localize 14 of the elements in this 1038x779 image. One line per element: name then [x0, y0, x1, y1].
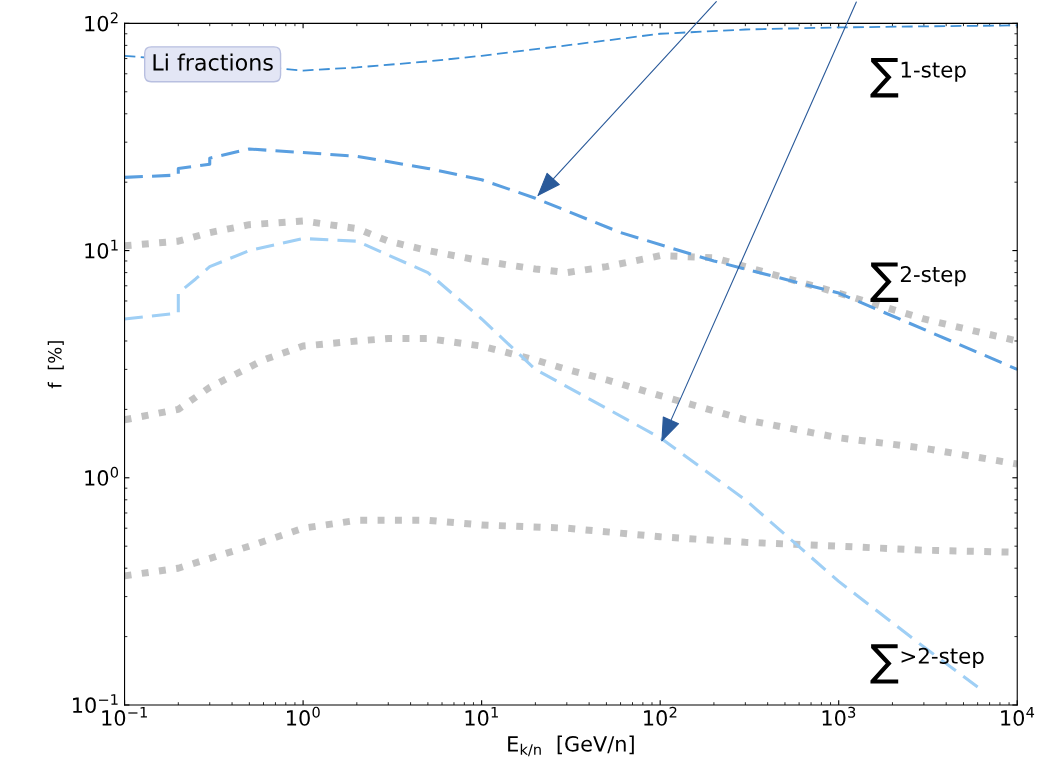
x-tick-label: 10$^{4}$ [1001, 706, 1035, 726]
annotation: ∑$^{>2-step}$ [870, 644, 984, 684]
y-tick-label: 10$^{0}$ [85, 466, 119, 486]
x-tick-label: 10$^{3}$ [822, 706, 856, 726]
y-tick-label: 10$^{2}$ [85, 12, 118, 32]
x-tick-label: 10$^{2}$ [644, 706, 677, 726]
annotation: ∑$^{2-step}$ [870, 262, 966, 302]
x-axis-title: E$_{k/n}$ [GeV/n] [508, 735, 634, 757]
y-tick-label: 10$^{1}$ [85, 239, 118, 259]
annotation: ∑$^{1-step}$ [870, 58, 966, 98]
annotation: Li fractions [153, 53, 273, 71]
y-axis-title: f [%] [47, 341, 64, 389]
x-tick-label: 10$^{1}$ [465, 706, 498, 726]
x-tick-label: 10$^{0}$ [287, 706, 320, 726]
